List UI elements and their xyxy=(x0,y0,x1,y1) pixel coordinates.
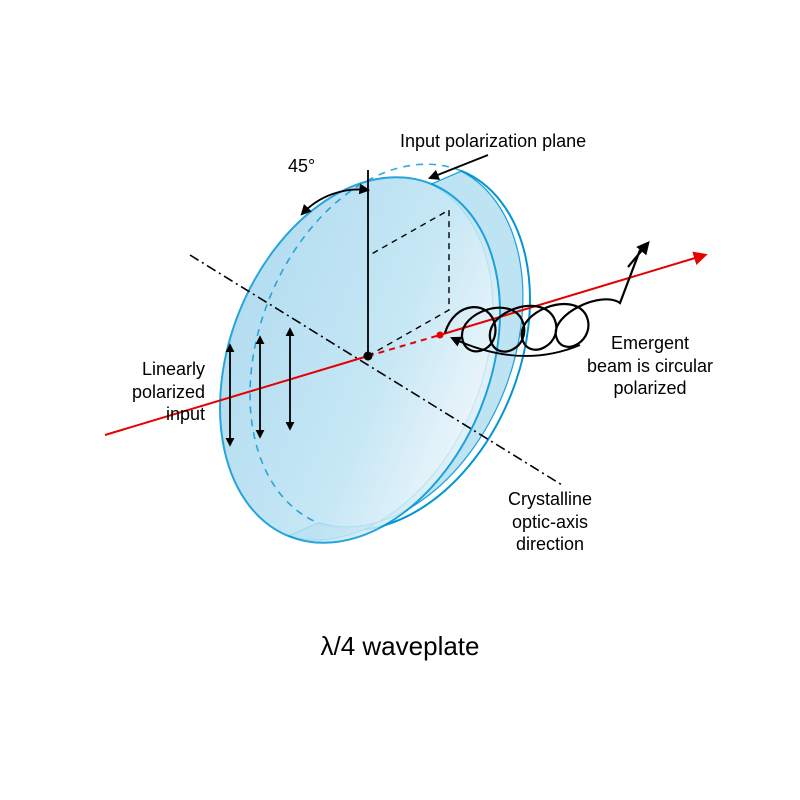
helix-arrow xyxy=(628,243,648,267)
emergent-l2: beam is circular xyxy=(587,356,713,376)
optic-axis-label: Crystalline optic-axis direction xyxy=(490,488,610,556)
linear-input-l2: polarized xyxy=(132,382,205,402)
emergent-l3: polarized xyxy=(613,378,686,398)
linear-input-label: Linearly polarized input xyxy=(95,358,205,426)
linear-input-l3: input xyxy=(166,404,205,424)
caption: λ/4 waveplate xyxy=(0,630,800,663)
optic-axis-l1: Crystalline xyxy=(508,489,592,509)
emergent-l1: Emergent xyxy=(611,333,689,353)
optic-axis-l3: direction xyxy=(516,534,584,554)
input-plane-label: Input polarization plane xyxy=(400,130,586,153)
linear-input-l1: Linearly xyxy=(142,359,205,379)
center-dot-front xyxy=(364,352,373,361)
optic-axis-l2: optic-axis xyxy=(512,512,588,532)
angle-label: 45° xyxy=(288,155,315,178)
emergent-label: Emergent beam is circular polarized xyxy=(565,332,735,400)
center-dot-back xyxy=(437,332,444,339)
